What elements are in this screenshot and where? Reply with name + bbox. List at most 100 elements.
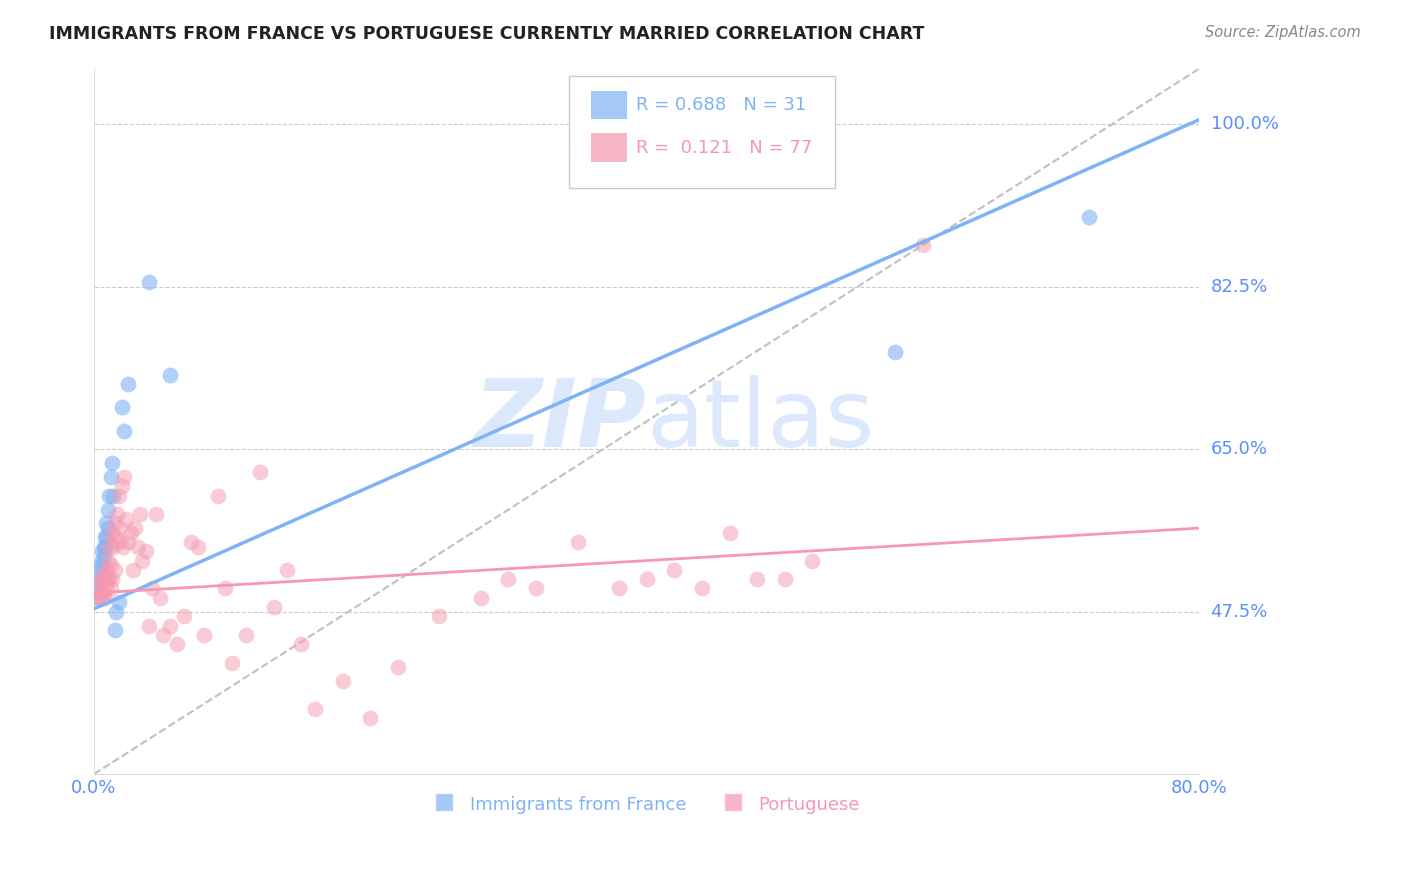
Point bbox=[101, 525, 124, 540]
Point bbox=[221, 656, 243, 670]
Point bbox=[112, 470, 135, 484]
Text: R =  0.121   N = 77: R = 0.121 N = 77 bbox=[636, 138, 811, 157]
Point bbox=[429, 609, 451, 624]
Point bbox=[93, 567, 115, 582]
Point bbox=[141, 582, 163, 596]
Point bbox=[90, 558, 112, 573]
Point bbox=[91, 591, 114, 605]
Point bbox=[110, 401, 132, 415]
Point bbox=[214, 582, 236, 596]
Point bbox=[498, 572, 520, 586]
Point bbox=[120, 525, 142, 540]
Point bbox=[290, 637, 312, 651]
FancyBboxPatch shape bbox=[569, 76, 835, 188]
Point bbox=[159, 368, 181, 382]
Point bbox=[94, 591, 117, 605]
Point bbox=[94, 530, 117, 544]
Point bbox=[249, 466, 271, 480]
Point bbox=[235, 628, 257, 642]
Text: ZIP: ZIP bbox=[474, 376, 647, 467]
Point bbox=[152, 628, 174, 642]
Point bbox=[117, 535, 139, 549]
Point bbox=[187, 540, 209, 554]
Point bbox=[124, 521, 146, 535]
Text: 82.5%: 82.5% bbox=[1211, 277, 1268, 296]
Point bbox=[93, 586, 115, 600]
Point bbox=[93, 540, 115, 554]
Point bbox=[690, 582, 713, 596]
Point bbox=[100, 470, 122, 484]
Point bbox=[193, 628, 215, 642]
Point bbox=[636, 572, 658, 586]
Point bbox=[173, 609, 195, 624]
Point bbox=[111, 540, 134, 554]
Point bbox=[207, 489, 229, 503]
Point bbox=[1077, 210, 1099, 224]
Point bbox=[103, 489, 125, 503]
Point bbox=[112, 424, 135, 438]
Point bbox=[91, 572, 114, 586]
Point bbox=[96, 563, 118, 577]
Text: 65.0%: 65.0% bbox=[1211, 440, 1268, 458]
Legend: Immigrants from France, Portuguese: Immigrants from France, Portuguese bbox=[423, 782, 870, 825]
Point bbox=[87, 591, 110, 605]
Point bbox=[131, 553, 153, 567]
Point bbox=[121, 563, 143, 577]
Point bbox=[94, 540, 117, 554]
Point bbox=[607, 582, 630, 596]
Point bbox=[98, 572, 121, 586]
Point bbox=[107, 535, 129, 549]
Point bbox=[90, 563, 112, 577]
Point bbox=[911, 238, 934, 252]
Point bbox=[89, 582, 111, 596]
Point bbox=[97, 521, 120, 535]
Point bbox=[110, 479, 132, 493]
Text: IMMIGRANTS FROM FRANCE VS PORTUGUESE CURRENTLY MARRIED CORRELATION CHART: IMMIGRANTS FROM FRANCE VS PORTUGUESE CUR… bbox=[49, 25, 925, 43]
Point bbox=[104, 563, 127, 577]
Point bbox=[107, 595, 129, 609]
Point bbox=[97, 502, 120, 516]
Point bbox=[138, 275, 160, 289]
Point bbox=[107, 489, 129, 503]
Point bbox=[91, 567, 114, 582]
Point bbox=[128, 507, 150, 521]
Point bbox=[145, 507, 167, 521]
Point bbox=[103, 540, 125, 554]
FancyBboxPatch shape bbox=[592, 134, 627, 161]
Point bbox=[100, 582, 122, 596]
Point bbox=[387, 660, 409, 674]
Point bbox=[166, 637, 188, 651]
Point bbox=[96, 530, 118, 544]
Point bbox=[93, 549, 115, 563]
FancyBboxPatch shape bbox=[592, 91, 627, 120]
Point bbox=[108, 521, 131, 535]
Text: 100.0%: 100.0% bbox=[1211, 115, 1278, 133]
Point bbox=[107, 507, 129, 521]
Point bbox=[89, 586, 111, 600]
Text: atlas: atlas bbox=[647, 376, 875, 467]
Point bbox=[105, 530, 128, 544]
Point bbox=[104, 516, 127, 531]
Point bbox=[180, 535, 202, 549]
Point bbox=[263, 600, 285, 615]
Point bbox=[884, 344, 907, 359]
Point bbox=[773, 572, 796, 586]
Point bbox=[104, 624, 127, 638]
Text: Source: ZipAtlas.com: Source: ZipAtlas.com bbox=[1205, 25, 1361, 40]
Point bbox=[159, 618, 181, 632]
Point bbox=[98, 489, 121, 503]
Point bbox=[332, 674, 354, 689]
Point bbox=[664, 563, 686, 577]
Point bbox=[524, 582, 547, 596]
Point bbox=[114, 512, 136, 526]
Point bbox=[98, 540, 121, 554]
Point bbox=[135, 544, 157, 558]
Point bbox=[105, 605, 128, 619]
Point bbox=[747, 572, 769, 586]
Point bbox=[96, 516, 118, 531]
Point bbox=[304, 702, 326, 716]
Text: R = 0.688   N = 31: R = 0.688 N = 31 bbox=[636, 96, 806, 114]
Point bbox=[90, 586, 112, 600]
Text: 47.5%: 47.5% bbox=[1211, 603, 1268, 621]
Point bbox=[101, 456, 124, 470]
